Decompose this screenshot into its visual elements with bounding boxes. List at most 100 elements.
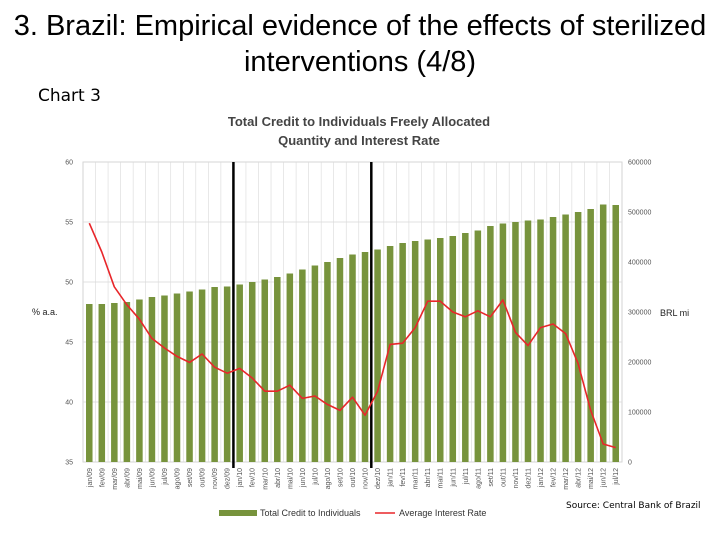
y-right-tick: 500000 (628, 210, 651, 217)
bar-mai/10 (286, 273, 294, 462)
y-right-tick: 600000 (628, 160, 651, 167)
x-tick-ago/11: ago/11 (475, 468, 482, 489)
x-tick-dez/10: dez/10 (375, 468, 382, 489)
bar-mar/10 (261, 279, 269, 462)
x-tick-abr/12: abr/12 (576, 468, 583, 488)
x-tick-jul/10: jul/10 (312, 468, 319, 486)
y-left-tick: 55 (65, 220, 73, 227)
bar-mar/12 (562, 214, 569, 462)
bar-jan/10 (236, 284, 243, 462)
bar-nov/09 (211, 287, 218, 462)
bar-nov/11 (512, 222, 519, 462)
bar-set/11 (487, 226, 494, 462)
bar-out/11 (499, 223, 507, 462)
y-left-tick: 35 (65, 460, 73, 467)
y-right-tick: 300000 (628, 310, 651, 317)
chart-title-line2: Quantity and Interest Rate (278, 133, 440, 148)
bar-set/10 (336, 258, 344, 462)
x-tick-out/09: out/09 (200, 468, 207, 488)
x-tick-fev/10: fev/10 (250, 468, 257, 487)
bar-jan/12 (537, 219, 544, 462)
x-tick-ago/09: ago/09 (175, 468, 182, 490)
bar-jan/09 (86, 304, 93, 462)
y-left-axis-label: % a.a. (32, 307, 58, 317)
x-tick-jan/11: jan/11 (388, 468, 395, 488)
bar-ago/10 (324, 262, 331, 462)
x-tick-set/11: set/11 (488, 468, 495, 487)
x-tick-mar/09: mar/09 (112, 468, 119, 490)
bar-jan/11 (386, 246, 394, 462)
bar-abr/10 (274, 277, 281, 462)
x-tick-set/09: set/09 (187, 468, 194, 487)
x-tick-abr/09: abr/09 (124, 468, 131, 488)
bar-fev/10 (248, 282, 256, 462)
bar-ago/11 (474, 230, 482, 462)
bar-jul/10 (311, 265, 319, 462)
bar-mar/09 (111, 303, 118, 462)
x-tick-jan/09: jan/09 (87, 468, 94, 488)
bar-ago/09 (173, 293, 181, 462)
y-right-tick: 100000 (628, 410, 651, 417)
bar-abr/12 (574, 212, 582, 462)
bar-jun/11 (449, 236, 457, 462)
y-right-tick: 200000 (628, 360, 651, 367)
bar-jul/09 (161, 295, 168, 462)
bar-jul/12 (612, 205, 619, 462)
bar-mai/11 (436, 238, 444, 462)
x-tick-set/10: set/10 (337, 468, 344, 487)
x-tick-abr/11: abr/11 (425, 468, 432, 487)
bar-jun/12 (599, 204, 607, 462)
legend-bar-swatch (219, 510, 257, 516)
bar-mai/09 (136, 299, 143, 462)
x-tick-mai/09: mai/09 (137, 468, 144, 489)
x-tick-dez/09: dez/09 (225, 468, 232, 489)
bar-dez/09 (223, 286, 231, 462)
right-axis: 0 100000 200000 300000 400000 500000 600000 (628, 160, 651, 467)
x-tick-ago/10: ago/10 (325, 468, 332, 490)
x-tick-jan/12: jan/12 (538, 468, 545, 488)
legend: Total Credit to Individuals Average Inte… (219, 508, 486, 518)
x-tick-mai/10: mai/10 (287, 468, 294, 489)
x-tick-nov/09: nov/09 (212, 468, 219, 489)
vertical-markers (232, 162, 373, 468)
x-tick-dez/11: dez/11 (525, 468, 532, 489)
source-note: Source: Central Bank of Brazil (566, 501, 701, 511)
x-tick-mai/12: mai/12 (588, 468, 595, 489)
legend-bar-label: Total Credit to Individuals (260, 508, 361, 518)
x-axis: jan/09 fev/09 mar/09 abr/09 mai/09 jun/09 jul/… (87, 468, 620, 490)
chart-label: Chart 3 (38, 86, 101, 106)
x-tick-mar/10: mar/10 (262, 468, 269, 490)
bar-fev/09 (98, 304, 106, 462)
bar-set/09 (186, 291, 193, 462)
y-right-tick: 400000 (628, 260, 651, 267)
bar-fev/11 (399, 243, 406, 462)
line-series (88, 222, 616, 449)
x-tick-jan/10: jan/10 (237, 468, 244, 488)
bar-dez/11 (524, 220, 532, 462)
x-tick-jun/09: jun/09 (149, 468, 156, 488)
legend-line-label: Average Interest Rate (399, 508, 486, 518)
x-tick-nov/10: nov/10 (363, 468, 370, 489)
bar-jul/11 (462, 233, 469, 462)
x-tick-out/11: out/11 (500, 468, 507, 487)
bar-mai/12 (587, 209, 594, 462)
y-left-tick: 40 (65, 400, 73, 407)
bar-series (86, 204, 619, 462)
y-left-tick: 60 (65, 160, 73, 167)
bar-out/09 (198, 289, 206, 462)
bar-dez/10 (374, 249, 381, 462)
y-right-axis-label: BRL mi (660, 308, 689, 318)
x-tick-abr/10: abr/10 (275, 468, 282, 488)
y-left-tick: 45 (65, 340, 73, 347)
bar-fev/12 (549, 217, 557, 462)
x-tick-mar/11: mar/11 (413, 468, 420, 489)
y-right-tick: 0 (628, 460, 632, 467)
x-tick-fev/09: fev/09 (99, 468, 106, 487)
interest-rate-line (88, 222, 616, 449)
chart-title-line1: Total Credit to Individuals Freely Alloc… (228, 114, 490, 129)
x-tick-jul/11: jul/11 (463, 468, 470, 485)
x-tick-jul/12: jul/12 (613, 468, 620, 486)
slide-title: 3. Brazil: Empirical evidence of the eff… (13, 10, 707, 78)
x-tick-fev/12: fev/12 (551, 468, 558, 487)
